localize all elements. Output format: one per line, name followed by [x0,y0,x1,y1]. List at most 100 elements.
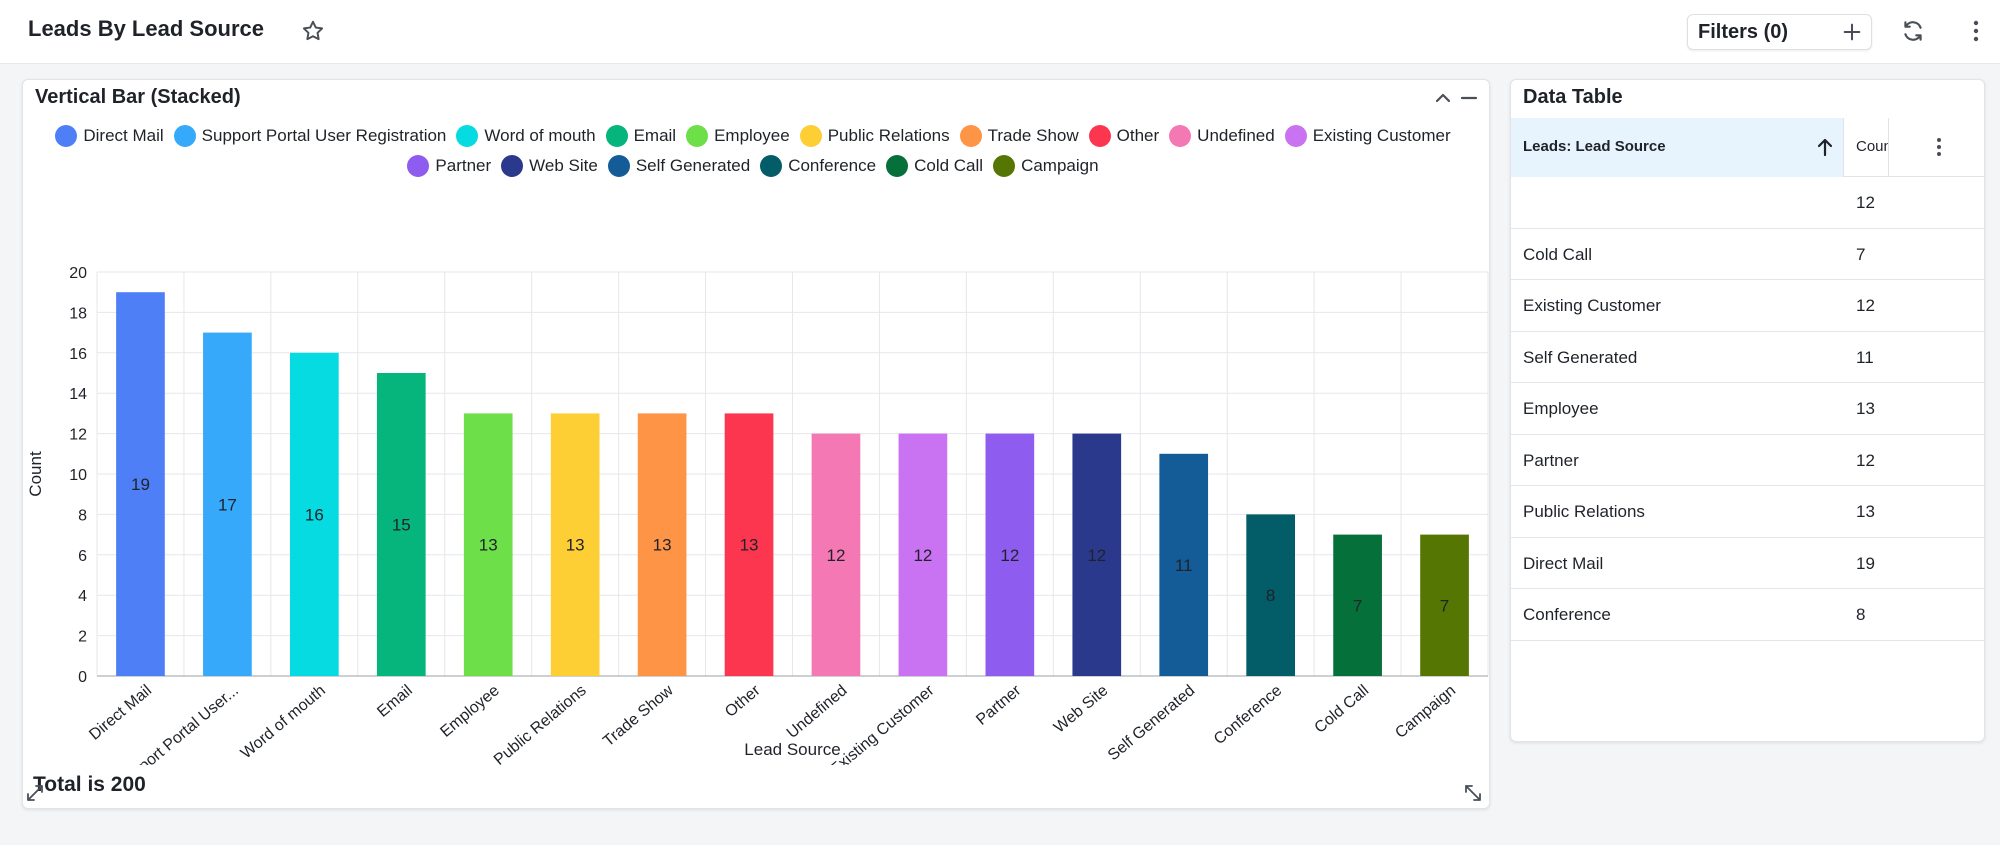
cell-count: 13 [1856,502,1875,521]
column-header-lead-source[interactable]: Leads: Lead Source [1511,118,1844,177]
bar [898,433,948,676]
bar [463,413,513,676]
cell-count: 13 [1856,399,1875,418]
table-row[interactable]: Direct Mail 19 [1511,538,1984,589]
star-icon[interactable] [300,18,326,44]
legend-item[interactable]: Partner [407,154,491,178]
legend-item[interactable]: Conference [760,154,876,178]
x-tick-label: Campaign [1392,682,1459,742]
table-row[interactable]: Existing Customer 12 [1511,280,1984,332]
column-menu-icon[interactable] [1929,136,1949,158]
minus-icon[interactable] [1459,88,1479,108]
table-header: Leads: Lead Source Count [1511,118,1984,177]
legend-item[interactable]: Word of mouth [456,124,596,148]
x-tick-label: Cold Call [1312,682,1373,737]
legend-item[interactable]: Public Relations [799,124,950,148]
legend-item[interactable]: Direct Mail [55,124,164,148]
cell-count: 7 [1856,244,1866,264]
cell-lead-source: Partner [1523,450,1579,470]
legend-item[interactable]: Trade Show [959,124,1079,148]
y-tick-label: 20 [69,265,87,282]
bar-value-label: 13 [566,536,585,555]
cell-lead-source: Direct Mail [1523,553,1604,573]
arrow-up-icon[interactable] [1815,136,1835,158]
legend-item[interactable]: Self Generated [607,154,751,178]
bar [724,413,774,676]
legend-item[interactable]: Employee [686,124,790,148]
cell-lead-source: Cold Call [1523,244,1592,264]
legend-swatch [886,155,909,177]
plus-icon[interactable] [1841,21,1863,43]
chart-title: Vertical Bar (Stacked) [35,86,241,108]
table-title: Data Table [1523,86,1623,108]
legend-item[interactable]: Support Portal User Registration [173,124,446,148]
cell-count: 8 [1856,605,1866,624]
legend-label: Self Generated [635,156,751,175]
y-tick-label: 4 [78,588,87,605]
dashboard-header: Leads By Lead Source Filters (0) [0,0,2000,64]
legend-swatch [993,155,1016,177]
bar [290,352,339,676]
kebab-icon[interactable] [1966,18,1986,44]
bar [985,433,1035,676]
bar-value-label: 12 [827,546,846,565]
bar [1246,514,1295,676]
chevron-up-icon[interactable] [1433,88,1453,108]
legend-item[interactable]: Campaign [993,154,1099,178]
bar-value-label: 19 [131,475,150,494]
x-tick-label: Email [374,682,416,721]
legend-item[interactable]: Existing Customer [1284,124,1451,148]
legend-swatch [760,155,783,177]
y-tick-label: 18 [69,305,87,322]
y-tick-label: 0 [78,669,87,686]
bar [1072,433,1122,676]
cell-count: 12 [1856,450,1875,470]
bar [811,433,861,676]
y-tick-label: 8 [78,507,87,524]
legend-item[interactable]: Cold Call [886,154,983,178]
bar-value-label: 7 [1353,596,1362,615]
x-axis-title: Lead Source [744,740,840,759]
resize-icon[interactable] [1463,783,1483,803]
page-title: Leads By Lead Source [28,16,264,41]
legend-item[interactable]: Undefined [1169,124,1275,148]
legend-label: Conference [788,156,877,175]
legend-label: Email [633,126,677,145]
x-tick-label: Other [722,682,764,721]
bar-value-label: 8 [1266,586,1275,605]
bar-value-label: 13 [740,536,759,555]
refresh-icon[interactable] [1900,18,1926,44]
legend-label: Campaign [1021,156,1099,175]
table-row[interactable]: Partner 12 [1511,435,1984,486]
table-row[interactable]: Employee 13 [1511,383,1984,435]
legend-label: Word of mouth [484,126,596,145]
y-tick-label: 6 [78,548,87,565]
table-row[interactable]: Cold Call 7 [1511,229,1984,280]
x-tick-label: Word of mouth [238,682,329,762]
legend-label: Existing Customer [1312,126,1451,145]
column-header-count[interactable]: Count [1844,118,1889,177]
data-table-panel: Data Table Leads: Lead Source Count 12 Co… [1510,79,1985,742]
x-tick-label: Employee [437,682,503,741]
chart-panel: Vertical Bar (Stacked) Direct Mail Suppor… [22,79,1490,809]
legend-item[interactable]: Other [1088,124,1159,148]
bar [203,332,252,676]
column-header-label: Count [1856,138,1888,155]
bar-value-label: 17 [218,495,237,514]
legend-label: Employee [714,126,790,145]
cell-count: 19 [1856,553,1875,573]
legend-label: Web Site [529,156,598,175]
table-row[interactable]: Public Relations 13 [1511,486,1984,538]
filters-button[interactable]: Filters (0) [1687,14,1872,50]
x-tick-label: Direct Mail [86,682,155,744]
legend-item[interactable]: Web Site [501,154,598,178]
x-tick-label: Partner [973,682,1025,729]
y-tick-label: 12 [69,427,87,444]
expand-icon[interactable] [25,783,45,803]
table-row[interactable]: Self Generated 11 [1511,332,1984,383]
table-row[interactable]: Conference 8 [1511,589,1984,641]
table-row[interactable]: 12 [1511,177,1984,229]
legend-swatch [55,125,78,147]
column-header-label: Leads: Lead Source [1523,138,1666,155]
legend-item[interactable]: Email [605,124,677,148]
